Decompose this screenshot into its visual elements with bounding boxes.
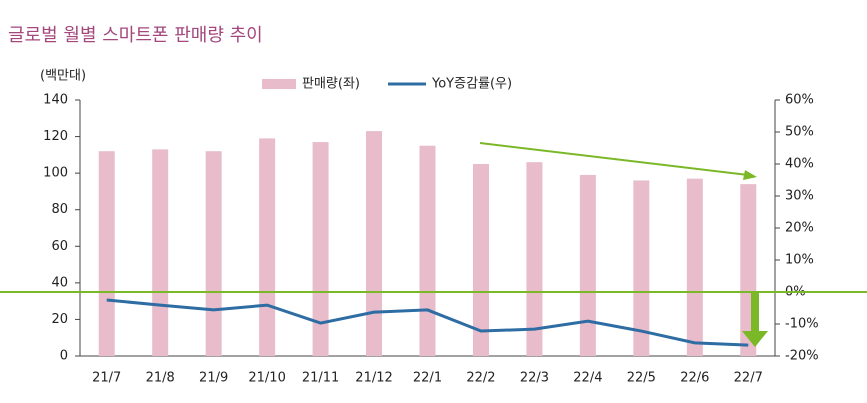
x-tick-label: 21/9 bbox=[199, 371, 228, 386]
bar bbox=[205, 151, 222, 356]
x-tick-label: 22/5 bbox=[627, 371, 656, 386]
y-tick-label: 80 bbox=[51, 202, 68, 217]
down-arrow-head bbox=[742, 331, 768, 347]
x-tick-label: 22/2 bbox=[466, 371, 495, 386]
y-tick-label: 100 bbox=[43, 166, 68, 181]
bar bbox=[98, 151, 115, 356]
y2-tick-label: 40% bbox=[785, 157, 814, 172]
y2-tick-label: 20% bbox=[785, 221, 814, 236]
y-tick-label: 0 bbox=[60, 349, 68, 364]
trend-arrow bbox=[479, 142, 749, 176]
x-tick-label: 21/7 bbox=[92, 371, 121, 386]
bar bbox=[633, 180, 650, 356]
bar bbox=[366, 131, 383, 356]
legend-swatch bbox=[262, 79, 296, 89]
down-arrow bbox=[751, 293, 759, 333]
x-tick-label: 22/1 bbox=[413, 371, 442, 386]
bar bbox=[312, 142, 329, 356]
bar bbox=[579, 174, 596, 356]
y2-tick-label: -10% bbox=[785, 317, 819, 332]
legend-label: 판매량(좌) bbox=[302, 77, 360, 92]
x-tick-label: 22/3 bbox=[520, 371, 549, 386]
chart-title: 글로벌 월별 스마트폰 판매량 추이 bbox=[8, 25, 263, 46]
line bbox=[106, 298, 749, 347]
legend-label: YoY증감률(우) bbox=[431, 77, 512, 92]
bar bbox=[259, 138, 276, 356]
y-unit: (백만대) bbox=[40, 69, 86, 84]
bar bbox=[152, 149, 169, 356]
y2-tick-label: 30% bbox=[785, 189, 814, 204]
trend-arrow-head bbox=[743, 170, 757, 180]
x-tick-label: 22/6 bbox=[680, 371, 709, 386]
y2-tick-label: 10% bbox=[785, 253, 814, 268]
plot: 020406080100120140-20%-10%0%10%20%30%40%… bbox=[43, 77, 818, 386]
x-tick-label: 21/10 bbox=[248, 371, 285, 386]
x-tick-label: 21/8 bbox=[146, 371, 175, 386]
bar bbox=[686, 178, 703, 356]
y-tick-label: 140 bbox=[43, 93, 68, 108]
y-tick-label: 40 bbox=[51, 275, 68, 290]
y-tick-label: 60 bbox=[51, 239, 68, 254]
y2-tick-label: -20% bbox=[785, 349, 819, 364]
bar bbox=[526, 162, 543, 356]
y2-tick-label: 50% bbox=[785, 125, 814, 140]
y2-tick-label: 60% bbox=[785, 93, 814, 108]
bar bbox=[472, 164, 489, 356]
x-tick-label: 21/11 bbox=[302, 371, 339, 386]
x-tick-label: 22/7 bbox=[734, 371, 763, 386]
x-tick-label: 22/4 bbox=[573, 371, 602, 386]
bar bbox=[419, 145, 436, 356]
y-tick-label: 20 bbox=[51, 312, 68, 327]
y-tick-label: 120 bbox=[43, 129, 68, 144]
x-tick-label: 21/12 bbox=[355, 371, 392, 386]
